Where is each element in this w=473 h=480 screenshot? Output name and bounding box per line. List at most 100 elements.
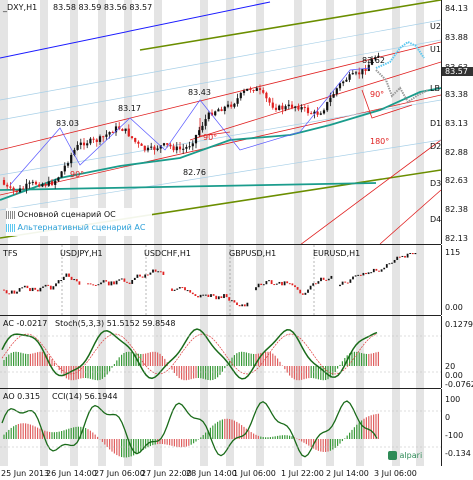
session-band: [98, 245, 106, 315]
pair-candle: [257, 283, 260, 288]
pair-candle: [294, 285, 296, 288]
candle-body: [70, 154, 73, 164]
candle-body: [76, 144, 79, 150]
candle-body: [230, 104, 233, 107]
session-band: [416, 316, 424, 388]
pair-candle: [401, 255, 404, 257]
pair-label-gbpusd: GBPUSD,H1: [229, 249, 277, 258]
chart-symbol: _DXY,H1: [3, 3, 38, 12]
candle-body: [50, 181, 54, 185]
candle-body: [306, 107, 310, 114]
price-annotation: 83.62: [362, 56, 385, 65]
pair-candle: [406, 253, 409, 258]
candle-body: [146, 147, 150, 151]
pair-candle: [378, 270, 380, 272]
pair-candle: [47, 284, 50, 286]
time-tick: 1 Jul 06:00: [233, 469, 276, 478]
pair-candle: [404, 255, 406, 258]
pair-candle: [42, 286, 44, 288]
candle-body: [316, 111, 319, 115]
candle-body: [124, 128, 127, 131]
session-band: [392, 316, 400, 388]
pair-candle: [197, 295, 199, 298]
pairs-tick: 0.00: [445, 303, 463, 312]
candle-body: [44, 184, 47, 186]
session-band: [0, 245, 8, 315]
candle-body: [121, 129, 124, 131]
ao-axis: 100 0 -100 -0.134: [441, 389, 473, 466]
alpari-watermark: alpari: [388, 451, 422, 463]
candle-body: [274, 107, 278, 110]
pair-candle: [105, 280, 108, 282]
session-band: [294, 316, 302, 388]
pair-candle: [126, 281, 128, 283]
ac-legend-label: Альтернативный сценарий АС: [17, 223, 146, 232]
pair-candle: [131, 279, 134, 284]
pair-candle: [220, 296, 223, 299]
candle-body: [370, 59, 374, 65]
pair-candle: [275, 283, 278, 285]
candle-body: [207, 112, 210, 120]
pair-candle: [144, 274, 147, 278]
candle-body: [127, 128, 130, 137]
candle-body: [98, 136, 102, 142]
pairs-pane[interactable]: TFS USDJPY,H1 USDCHF,H1 GBPUSD,H1 EURUSD…: [0, 245, 441, 316]
price-tick: 83.13: [445, 119, 468, 128]
time-axis[interactable]: 25 Jun 2013 26 Jun 14:00 27 Jun 06:00 27…: [0, 466, 473, 480]
candle-body: [2, 180, 6, 185]
pair-candle: [75, 279, 78, 282]
main-price-axis[interactable]: 84.13 83.88 83.63 83.38 83.13 82.88 82.6…: [441, 0, 473, 244]
pair-candle: [178, 287, 181, 289]
candle-body: [294, 106, 297, 108]
ao-cci-pane[interactable]: AO 0.315 CCI(14) 56.1944 alpari: [0, 389, 441, 467]
candle-body: [12, 187, 15, 191]
regression-curve: [0, 87, 441, 201]
session-band: [124, 245, 132, 315]
pair-candle: [189, 290, 192, 293]
current-price-marker: 83.57: [442, 67, 473, 76]
candle-body: [47, 181, 50, 186]
candle-body: [242, 90, 246, 93]
candle-body: [313, 111, 316, 114]
scenario-legend: Основной сценарий ОС Альтернативный сцен…: [6, 208, 152, 236]
pair-candle: [352, 276, 354, 280]
candle-body: [166, 143, 169, 145]
pair-candle: [115, 280, 118, 285]
pair-candle: [199, 294, 202, 298]
candle-body: [345, 79, 348, 82]
candle-body: [156, 148, 159, 150]
session-band: [98, 389, 106, 466]
pair-candle: [149, 272, 152, 275]
candle-body: [210, 112, 214, 116]
candle-body: [319, 113, 322, 115]
time-tick: 25 Jun 2013: [1, 469, 50, 478]
ac-axis: 0.1279 20 0.00 -0.0762: [441, 316, 473, 389]
pair-candle: [255, 287, 257, 291]
pair-candle: [23, 285, 26, 288]
pair-candle: [385, 264, 388, 268]
pair-candle: [16, 291, 18, 294]
pair-candle: [73, 279, 76, 281]
candle-body: [89, 138, 92, 144]
red-diagonal: [379, 189, 441, 244]
price-annotation: 83.03: [56, 119, 79, 128]
pair-candle: [194, 294, 197, 296]
pair-candle: [171, 288, 173, 291]
pair-candle: [286, 281, 289, 284]
candle-body: [310, 113, 313, 115]
main-chart[interactable]: _DXY,H1 83.58 83.59 83.56 83.57 U2 U1 LB…: [0, 0, 441, 245]
pair-candle: [370, 272, 373, 274]
pair-candle: [414, 253, 417, 255]
pair-candle: [52, 286, 55, 290]
candle-body: [169, 144, 172, 147]
candle-body: [252, 89, 255, 91]
candle-body: [31, 181, 34, 183]
pair-candle: [314, 283, 317, 285]
pair-candle: [393, 259, 396, 263]
level-label-lb: LB: [430, 84, 440, 93]
session-band: [226, 245, 234, 315]
ac-tick: -0.0762: [445, 380, 473, 389]
candle-body: [66, 163, 70, 166]
pair-candle: [327, 278, 330, 281]
ac-stoch-pane[interactable]: AC -0.0217 Stoch(5,3,3) 51.5152 59.8548: [0, 316, 441, 389]
